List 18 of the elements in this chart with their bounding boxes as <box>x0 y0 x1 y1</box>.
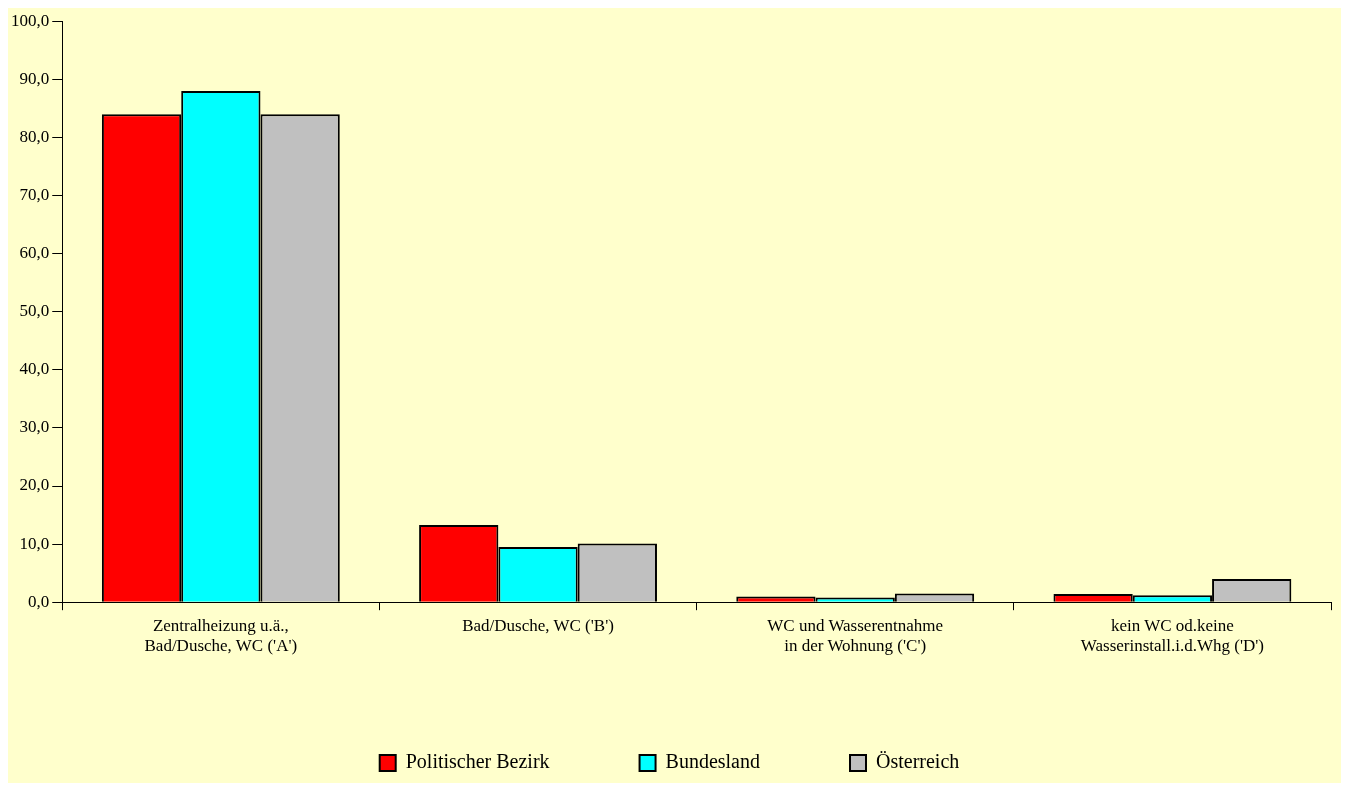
y-tick-label: 30,0 <box>19 417 50 437</box>
x-tick-label: Bad/Dusche, WC ('B') <box>462 615 614 635</box>
y-tick-label: 60,0 <box>19 243 50 263</box>
y-tick-label: 0,0 <box>28 591 50 611</box>
y-tick-label: 10,0 <box>19 533 50 553</box>
x-tick-label: Zentralheizung u.ä., Bad/Dusche, WC ('A') <box>144 615 298 656</box>
y-tick-label: 90,0 <box>19 68 50 88</box>
legend-label: Politischer Bezirk <box>405 750 550 773</box>
legend-label: Österreich <box>876 750 960 773</box>
legend-label: Bundesland <box>665 750 760 773</box>
y-tick-label: 50,0 <box>19 301 50 321</box>
y-tick-label: 100,0 <box>11 10 50 30</box>
x-tick-label: kein WC od.keine Wasserinstall.i.d.Whg ('D') <box>1080 615 1265 656</box>
y-tick-label: 40,0 <box>19 359 50 379</box>
y-tick-label: 70,0 <box>19 184 50 204</box>
y-tick-label: 80,0 <box>19 126 50 146</box>
y-tick-label: 20,0 <box>19 475 50 495</box>
x-tick-label: WC und Wasserentnahme in der Wohnung ('C') <box>767 615 944 656</box>
